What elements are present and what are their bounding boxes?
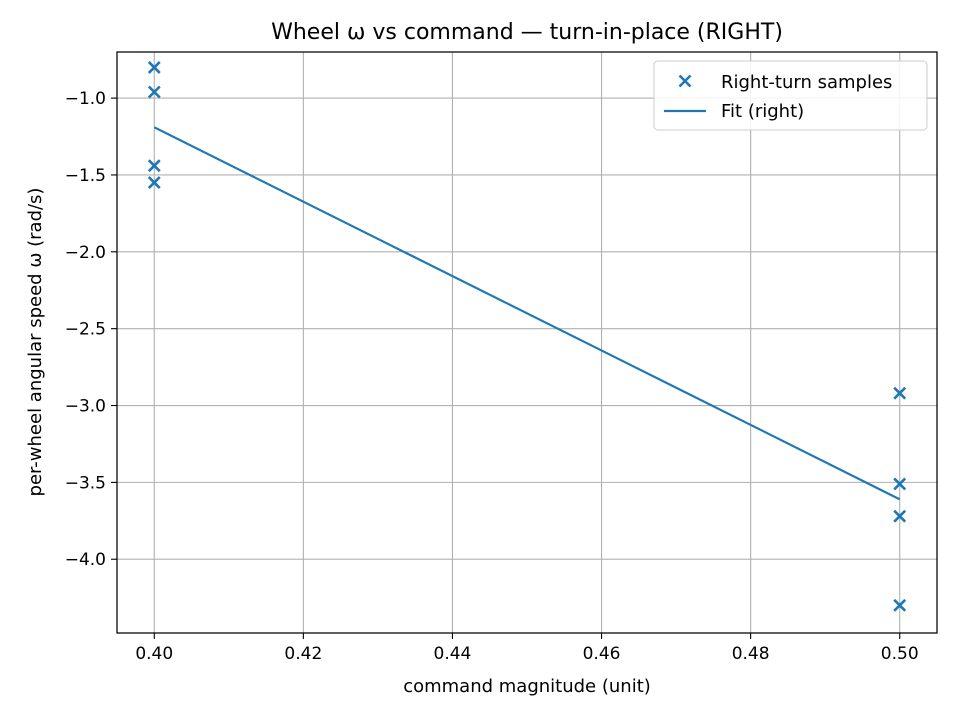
legend-label-samples: Right-turn samples [721,72,892,93]
y-tick-label: −3.5 [65,473,106,493]
y-tick-label: −2.0 [65,243,106,263]
x-tick-label: 0.50 [881,644,919,664]
y-axis-ticks: −1.0 −1.5 −2.0 −2.5 −3.0 −3.5 −4.0 [65,89,117,570]
x-axis-ticks: 0.40 0.42 0.44 0.46 0.48 0.50 [135,633,919,664]
sample-point [893,509,907,523]
chart-title: Wheel ω vs command — turn-in-place (RIGH… [271,20,783,45]
sample-point [893,598,907,612]
plot-series [147,60,907,612]
sample-point [147,159,161,173]
legend-box [653,60,928,131]
x-tick-label: 0.46 [583,644,621,664]
sample-point [893,386,907,400]
sample-point [147,85,161,99]
x-tick-label: 0.40 [135,644,173,664]
sample-point [893,477,907,491]
sample-point [147,60,161,74]
grid-lines [117,52,937,633]
plot-area-frame [116,51,938,634]
y-tick-label: −3.0 [65,397,106,417]
fit-line [153,126,901,501]
y-axis-label: per-wheel angular speed ω (rad/s) [25,188,46,497]
x-tick-label: 0.42 [284,644,322,664]
x-tick-label: 0.48 [732,644,770,664]
legend-label-fit: Fit (right) [721,101,804,122]
y-tick-label: −2.5 [65,320,106,340]
y-tick-label: −1.0 [65,89,106,109]
y-tick-label: −1.5 [65,166,106,186]
legend: Right-turn samples Fit (right) [653,60,928,131]
legend-scatter-marker [678,74,692,88]
sample-point [147,176,161,190]
x-axis-label: command magnitude (unit) [403,676,651,697]
x-tick-label: 0.44 [434,644,472,664]
y-tick-label: −4.0 [65,550,106,570]
